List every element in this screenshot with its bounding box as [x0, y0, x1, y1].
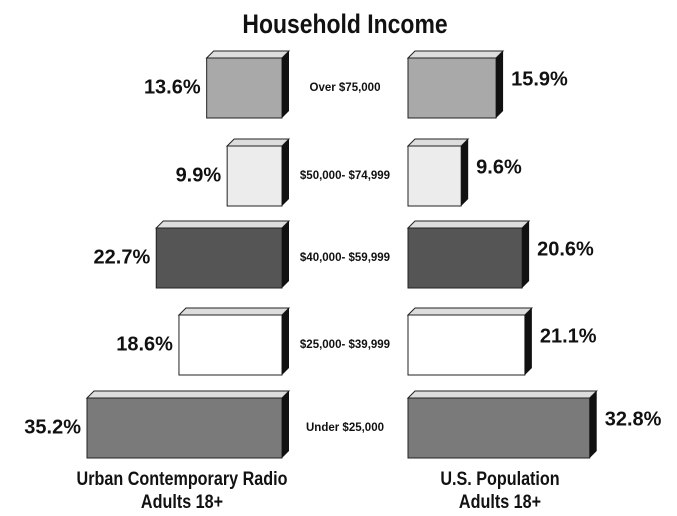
- bar-side: [282, 221, 289, 288]
- bar: [155, 227, 283, 289]
- category-label: Over $75,000: [310, 82, 381, 94]
- bar-side: [282, 51, 289, 118]
- bar: [407, 57, 497, 119]
- bar-top: [406, 307, 534, 316]
- value-label: 32.8%: [605, 408, 662, 430]
- value-label: 22.7%: [94, 246, 151, 268]
- bar-top: [177, 307, 291, 316]
- bar: [407, 227, 523, 289]
- bar-top: [85, 390, 291, 399]
- value-label: 18.6%: [116, 333, 173, 355]
- bar-side: [282, 139, 289, 206]
- bar: [226, 145, 283, 207]
- bar: [86, 397, 283, 459]
- bar-side: [461, 139, 469, 206]
- bar-side: [282, 391, 289, 458]
- category-label: $25,000- $39,999: [300, 339, 390, 351]
- legend-right: U.S. Population Adults 18+: [440, 469, 560, 513]
- value-label: 9.6%: [476, 156, 522, 178]
- bar-side: [282, 308, 289, 375]
- bar-side: [496, 51, 504, 118]
- value-label: 21.1%: [540, 325, 597, 347]
- category-label: $40,000- $59,999: [300, 252, 390, 264]
- value-label: 13.6%: [144, 76, 201, 98]
- bar-side: [524, 308, 532, 375]
- bar-side: [522, 221, 530, 288]
- bar-top: [406, 138, 470, 147]
- value-label: 9.9%: [176, 164, 222, 186]
- bar-top: [406, 50, 505, 59]
- category-label: Under $25,000: [306, 422, 384, 434]
- bar-side: [589, 391, 597, 458]
- category-label: $50,000- $74,999: [300, 170, 390, 182]
- bar-top: [406, 220, 531, 229]
- bar-top: [406, 390, 598, 399]
- value-label: 35.2%: [24, 416, 81, 438]
- bar: [407, 397, 591, 459]
- bar: [407, 145, 462, 207]
- bar-top: [205, 50, 291, 59]
- value-label: 15.9%: [511, 68, 568, 90]
- chart-title: Household Income: [242, 9, 447, 39]
- legend-left: Urban Contemporary Radio Adults 18+: [76, 469, 288, 513]
- bar: [206, 57, 283, 119]
- value-label: 20.6%: [537, 238, 594, 260]
- bar: [178, 314, 283, 376]
- bar: [407, 314, 526, 376]
- bar-top: [155, 220, 291, 229]
- bar-top: [225, 138, 291, 147]
